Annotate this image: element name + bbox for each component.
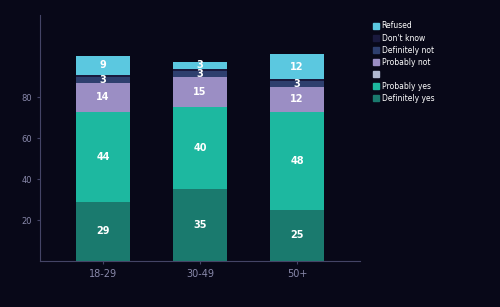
Bar (174, 62, 227, 68)
Text: 3: 3 (196, 69, 203, 79)
Bar (270, 79, 324, 81)
Bar (76, 56, 130, 75)
Bar (174, 107, 227, 189)
Bar (76, 111, 130, 202)
Bar (76, 202, 130, 261)
Bar (270, 81, 324, 87)
Bar (174, 68, 227, 71)
Bar (76, 75, 130, 77)
Text: 15: 15 (193, 87, 207, 97)
Text: 44: 44 (96, 152, 110, 161)
Text: 3: 3 (100, 75, 106, 85)
Legend: Refused, Don't know, Definitely not, Probably not, , Probably yes, Definitely ye: Refused, Don't know, Definitely not, Pro… (370, 19, 436, 105)
Text: 9: 9 (100, 60, 106, 71)
Text: 35: 35 (193, 220, 207, 230)
Text: 29: 29 (96, 226, 110, 236)
Text: 3: 3 (294, 79, 300, 89)
Bar (270, 54, 324, 79)
Text: 12: 12 (290, 94, 304, 104)
Text: 3: 3 (196, 60, 203, 71)
Bar (270, 87, 324, 111)
Bar (174, 189, 227, 261)
Bar (76, 83, 130, 111)
Bar (174, 77, 227, 107)
Text: 40: 40 (193, 143, 207, 154)
Text: 25: 25 (290, 230, 304, 240)
Text: 14: 14 (96, 92, 110, 102)
Bar (76, 77, 130, 83)
Bar (270, 210, 324, 261)
Bar (174, 71, 227, 77)
Text: 48: 48 (290, 156, 304, 166)
Bar (270, 111, 324, 210)
Text: 12: 12 (290, 61, 304, 72)
